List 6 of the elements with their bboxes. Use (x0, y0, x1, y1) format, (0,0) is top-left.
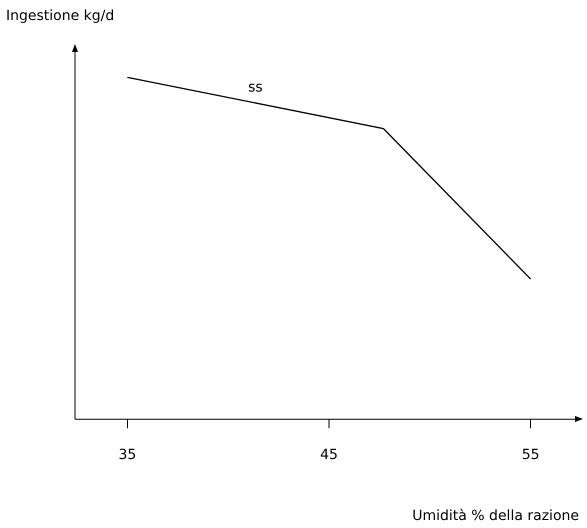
x-tick-label: 55 (522, 447, 540, 464)
y-axis-title: Ingestione kg/d (6, 8, 114, 24)
x-axis-title: Umidità % della razione (412, 508, 579, 524)
x-tick-label: 45 (320, 447, 338, 464)
series-label: ss (248, 80, 263, 96)
x-tick-label: 35 (118, 447, 136, 464)
